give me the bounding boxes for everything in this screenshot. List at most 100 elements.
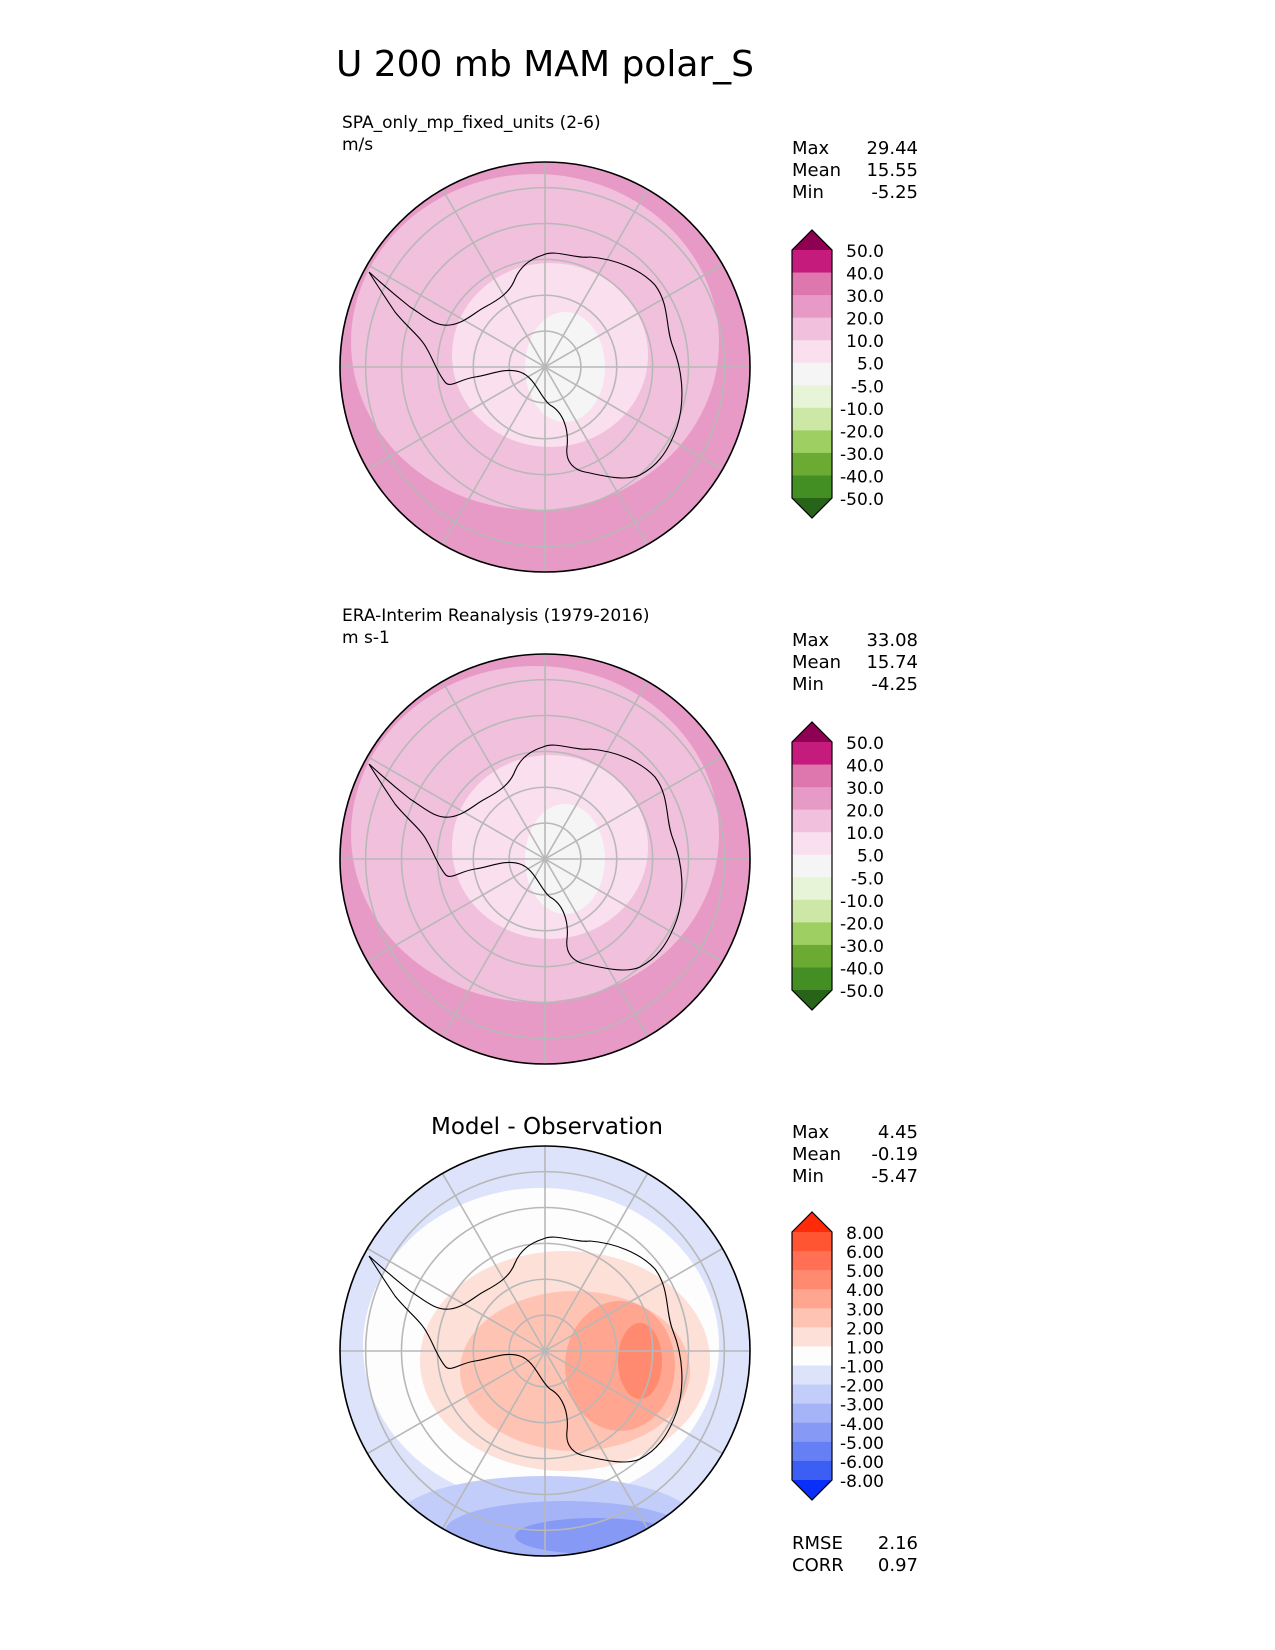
panel-label: SPA_only_mp_fixed_units (2-6) <box>342 113 601 133</box>
colorbar-tick-label: -3.00 <box>840 1396 884 1416</box>
stats-block: Max 4.45 Mean -0.19 Min -5.47 <box>792 1122 918 1187</box>
stat-value: 4.45 <box>878 1122 918 1143</box>
colorbar-segment <box>792 764 832 788</box>
colorbar-tick-label: 20.0 <box>846 802 884 822</box>
colorbar-tick-label: 30.0 <box>846 287 884 307</box>
panel-units: m/s <box>342 135 373 155</box>
metric-label: CORR <box>792 1555 844 1576</box>
colorbar-tick-label: -10.0 <box>840 892 884 912</box>
colorbar-extend-bottom <box>792 498 832 518</box>
colorbar-segment <box>792 1422 832 1443</box>
stat-value: 33.08 <box>866 630 918 651</box>
map-boundary <box>339 653 751 1065</box>
colorbar-segment <box>792 1460 832 1481</box>
meridian-line <box>441 189 649 545</box>
colorbar-tick-label: -50.0 <box>840 490 884 510</box>
stat-label: Max <box>792 1122 830 1143</box>
panel-label: ERA-Interim Reanalysis (1979-2016) <box>342 606 650 626</box>
stat-value: -4.25 <box>871 674 918 695</box>
coastline <box>368 1236 683 1463</box>
contour-fill <box>618 1323 662 1399</box>
colorbar: 50.0 40.030.0 20.010.0 5.0-5.0 -10.0-20.0 -30… <box>791 229 884 519</box>
colorbar-tick-label: -40.0 <box>840 467 884 487</box>
colorbar-tick-label: 5.0 <box>857 847 884 867</box>
colorbar-tick-label: -40.0 <box>840 959 884 979</box>
polar-map <box>339 1145 751 1557</box>
stat-label: Min <box>792 182 824 203</box>
colorbar-tick-label: -1.00 <box>840 1358 884 1378</box>
colorbar-segment <box>792 1308 832 1328</box>
colorbar-tick-label: -5.00 <box>840 1434 884 1454</box>
stat-value: 15.74 <box>866 652 918 673</box>
colorbar-segment <box>792 809 832 833</box>
colorbar-outline <box>791 229 833 519</box>
colorbar-segment <box>792 362 832 386</box>
colorbar-segment <box>792 407 832 431</box>
colorbar-segment <box>792 475 832 499</box>
colorbar-segment <box>792 317 832 341</box>
colorbar-segment <box>792 1270 832 1290</box>
colorbar-tick-label: 40.0 <box>846 757 884 777</box>
polar-map <box>339 653 751 1065</box>
stat-label: Mean <box>792 652 841 673</box>
colorbar-segment <box>792 1346 832 1367</box>
colorbar-segment <box>792 967 832 991</box>
colorbar-tick-label: -30.0 <box>840 937 884 957</box>
stats-block: Max 29.44 Mean 15.55 Min -5.25 <box>792 138 918 203</box>
colorbar-segment <box>792 742 832 766</box>
colorbar-tick-label: 6.00 <box>846 1243 884 1263</box>
panel-observation: ERA-Interim Reanalysis (1979-2016) m s-1… <box>339 606 918 1065</box>
stat-value: -5.47 <box>871 1166 918 1187</box>
stat-value: 29.44 <box>866 138 918 159</box>
stat-label: Max <box>792 630 830 651</box>
map-boundary <box>339 161 751 573</box>
colorbar-tick-label: 5.0 <box>857 355 884 375</box>
colorbar-segment <box>792 787 832 811</box>
colorbar-segment <box>792 1289 832 1309</box>
colorbar-segment <box>792 1251 832 1271</box>
colorbar-segment <box>792 295 832 319</box>
colorbar-tick-label: -20.0 <box>840 914 884 934</box>
colorbar-segment <box>792 877 832 901</box>
colorbar-segment <box>792 340 832 364</box>
colorbar-tick-label: 10.0 <box>846 824 884 844</box>
colorbar-segment <box>792 1232 832 1252</box>
colorbar-extend-bottom <box>792 1480 832 1500</box>
colorbar-segment <box>792 1365 832 1386</box>
colorbar-segment <box>792 1384 832 1405</box>
colorbar-tick-label: 3.00 <box>846 1300 884 1320</box>
colorbar-segment <box>792 430 832 454</box>
colorbar-outline <box>791 721 833 1011</box>
stat-label: Mean <box>792 1144 841 1165</box>
colorbar-extend-bottom <box>792 990 832 1010</box>
colorbar-tick-label: 2.00 <box>846 1319 884 1339</box>
colorbar: 50.0 40.030.0 20.010.0 5.0-5.0 -10.0-20.0 -30… <box>791 721 884 1011</box>
meridian-line <box>441 1173 649 1529</box>
stat-value: -0.19 <box>871 1144 918 1165</box>
colorbar-tick-label: 10.0 <box>846 332 884 352</box>
colorbar-tick-label: 5.00 <box>846 1262 884 1282</box>
panel-difference: Model - Observation Max 4.45 Mean -0.19 Min -… <box>339 1114 918 1576</box>
colorbar-tick-label: -8.00 <box>840 1472 884 1492</box>
colorbar-extend-top <box>792 1212 832 1232</box>
colorbar-tick-label: -5.0 <box>851 377 884 397</box>
stat-label: Min <box>792 1166 824 1187</box>
stat-label: Mean <box>792 160 841 181</box>
meridian-line <box>441 681 649 1037</box>
colorbar-tick-label: -10.0 <box>840 400 884 420</box>
stat-label: Max <box>792 138 830 159</box>
colorbar-tick-label: -6.00 <box>840 1453 884 1473</box>
coastline <box>368 252 683 479</box>
colorbar: 8.006.005.004.003.002.001.00-1.00-2.00-3… <box>791 1211 884 1501</box>
metrics-block: RMSE 2.16 CORR 0.97 <box>792 1533 918 1576</box>
figure-title: U 200 mb MAM polar_S <box>336 44 754 85</box>
colorbar-segment <box>792 854 832 878</box>
colorbar-segment <box>792 1441 832 1462</box>
panel-model: SPA_only_mp_fixed_units (2-6) m/s Max 29.… <box>339 113 918 573</box>
colorbar-tick-label: 8.00 <box>846 1224 884 1244</box>
colorbar-segment <box>792 832 832 856</box>
colorbar-segment <box>792 385 832 409</box>
colorbar-segment <box>792 1403 832 1424</box>
colorbar-tick-label: 30.0 <box>846 779 884 799</box>
